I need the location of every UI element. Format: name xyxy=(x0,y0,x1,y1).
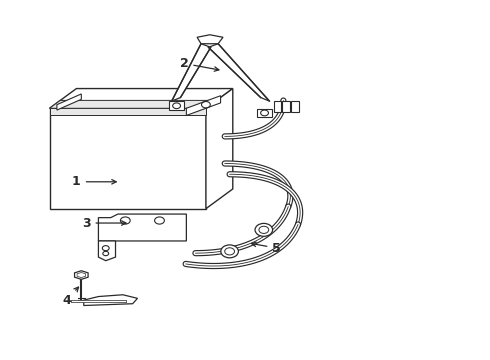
Text: 3: 3 xyxy=(82,216,126,230)
Polygon shape xyxy=(257,109,272,117)
Polygon shape xyxy=(208,44,270,101)
Circle shape xyxy=(225,248,235,255)
Polygon shape xyxy=(49,89,233,108)
Polygon shape xyxy=(169,101,184,110)
Polygon shape xyxy=(84,295,138,306)
Polygon shape xyxy=(197,35,223,44)
Text: 5: 5 xyxy=(251,242,281,255)
Text: 2: 2 xyxy=(179,57,219,71)
Polygon shape xyxy=(98,241,116,261)
Polygon shape xyxy=(186,96,220,116)
Polygon shape xyxy=(98,214,186,241)
Polygon shape xyxy=(206,89,233,209)
Polygon shape xyxy=(49,108,206,115)
Circle shape xyxy=(259,226,269,233)
Text: 1: 1 xyxy=(72,175,116,188)
Polygon shape xyxy=(49,108,206,209)
Bar xyxy=(273,100,281,112)
Text: 4: 4 xyxy=(62,287,78,307)
Polygon shape xyxy=(49,100,217,108)
Circle shape xyxy=(221,245,239,258)
Bar xyxy=(291,100,299,112)
Polygon shape xyxy=(74,271,88,279)
Bar xyxy=(282,100,290,112)
Polygon shape xyxy=(172,44,211,101)
Circle shape xyxy=(255,224,272,236)
Polygon shape xyxy=(57,94,81,110)
